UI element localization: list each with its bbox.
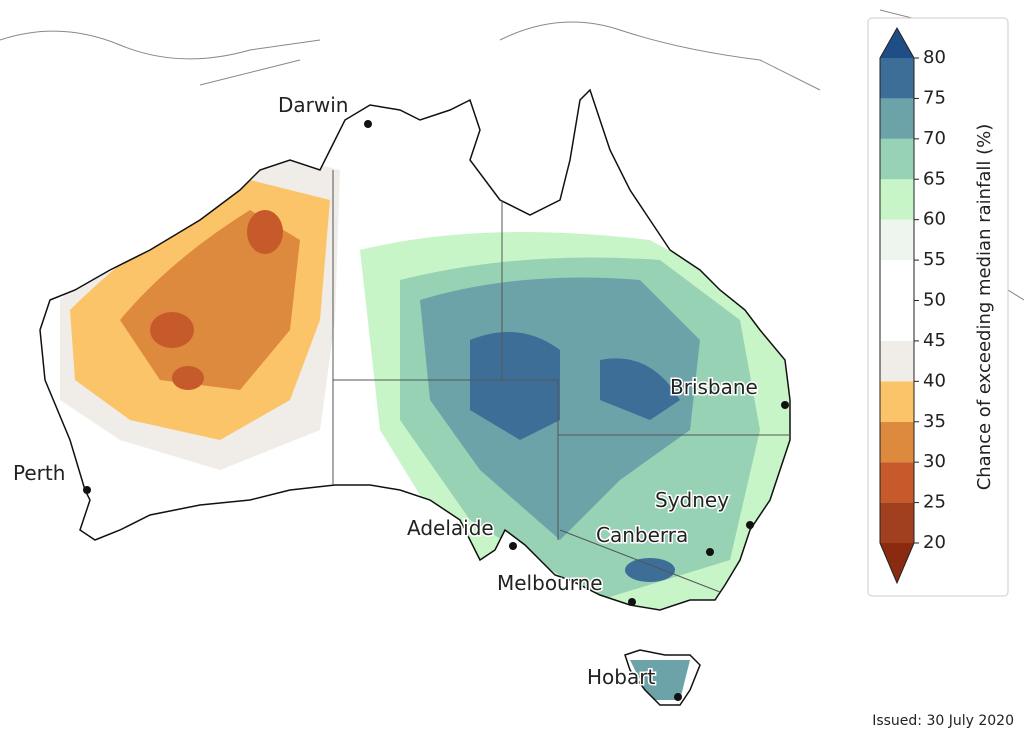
colorbar-bin	[880, 421, 914, 463]
colorbar-bin	[880, 340, 914, 382]
colorbar-bin	[880, 179, 914, 220]
colorbar-tick-label: 30	[923, 451, 946, 472]
colorbar-bin	[880, 58, 914, 99]
neighbour-coast	[0, 9, 1024, 301]
city-dot	[706, 548, 714, 556]
colorbar-bin	[880, 381, 914, 422]
city-dot	[364, 120, 372, 128]
city-dot	[674, 693, 682, 701]
city-dot	[628, 598, 636, 606]
city-label: Perth	[13, 461, 65, 485]
colorbar-label: Chance of exceeding median rainfall (%)	[974, 124, 995, 491]
colorbar-tick-label: 80	[923, 47, 946, 68]
city-dot	[83, 486, 91, 494]
city-label: Sydney	[655, 488, 729, 512]
colorbar-tick-label: 65	[923, 168, 946, 189]
colorbar-tick-label: 70	[923, 128, 946, 149]
issued-date: Issued: 30 July 2020	[872, 713, 1014, 729]
colorbar-scale: 20 25 30 35 40 45 50 55 60 65 70 75 80	[879, 26, 946, 585]
colorbar-bin	[880, 502, 914, 543]
city-label: Canberra	[596, 523, 688, 547]
colorbar-tick-label: 55	[923, 249, 946, 270]
colorbar: 20 25 30 35 40 45 50 55 60 65 70 75 80 Chance of exc…	[867, 17, 1009, 597]
cities: Darwin Brisbane Sydney Canberra Adelaide Melb…	[12, 92, 789, 701]
coastline	[39, 88, 791, 706]
city-label: Melbourne	[497, 571, 603, 595]
colorbar-bin	[880, 138, 914, 180]
city-dot	[746, 521, 754, 529]
colorbar-bin	[880, 219, 914, 261]
city-dot	[509, 542, 517, 550]
colorbar-tick-label: 35	[923, 411, 946, 432]
colorbar-bin	[880, 462, 914, 503]
colorbar-bin	[880, 260, 914, 301]
colorbar-tick-label: 60	[923, 209, 946, 230]
city-label: Hobart	[587, 665, 655, 689]
colorbar-tick-label: 20	[923, 532, 946, 553]
city-label: Brisbane	[670, 375, 758, 399]
state-borders	[332, 170, 790, 593]
city-label: Darwin	[278, 93, 348, 117]
colorbar-tick-label: 25	[923, 492, 946, 513]
colorbar-extend-low	[880, 543, 914, 583]
colorbar-tick-label: 45	[923, 330, 946, 351]
colorbar-tick-label: 40	[923, 370, 946, 391]
colorbar-bin	[880, 300, 914, 341]
city-label: Adelaide	[407, 516, 494, 540]
colorbar-bin	[880, 98, 914, 139]
colorbar-tick-label: 75	[923, 87, 946, 108]
colorbar-extend-high	[880, 28, 914, 58]
city-dot	[781, 401, 789, 409]
colorbar-tick-label: 50	[923, 290, 946, 311]
